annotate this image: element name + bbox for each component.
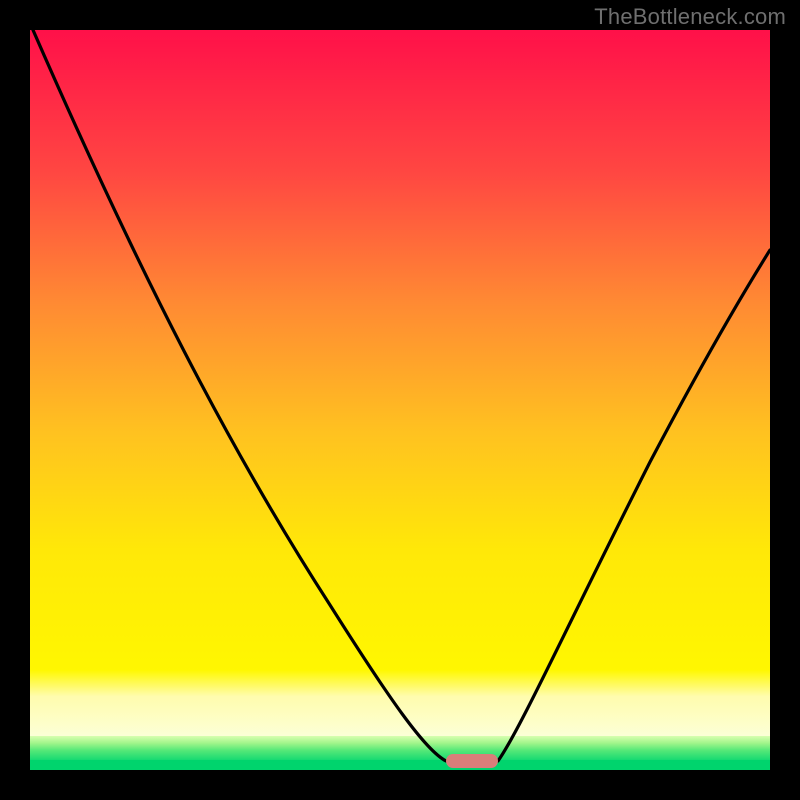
gradient-green-band — [30, 736, 770, 760]
gradient-pale-band — [30, 670, 770, 736]
optimum-marker — [446, 754, 498, 768]
gradient-baseline — [30, 760, 770, 770]
watermark-text: TheBottleneck.com — [594, 4, 786, 30]
gradient-background — [30, 30, 770, 680]
chart-frame: TheBottleneck.com — [0, 0, 800, 800]
plot-area — [30, 30, 770, 770]
